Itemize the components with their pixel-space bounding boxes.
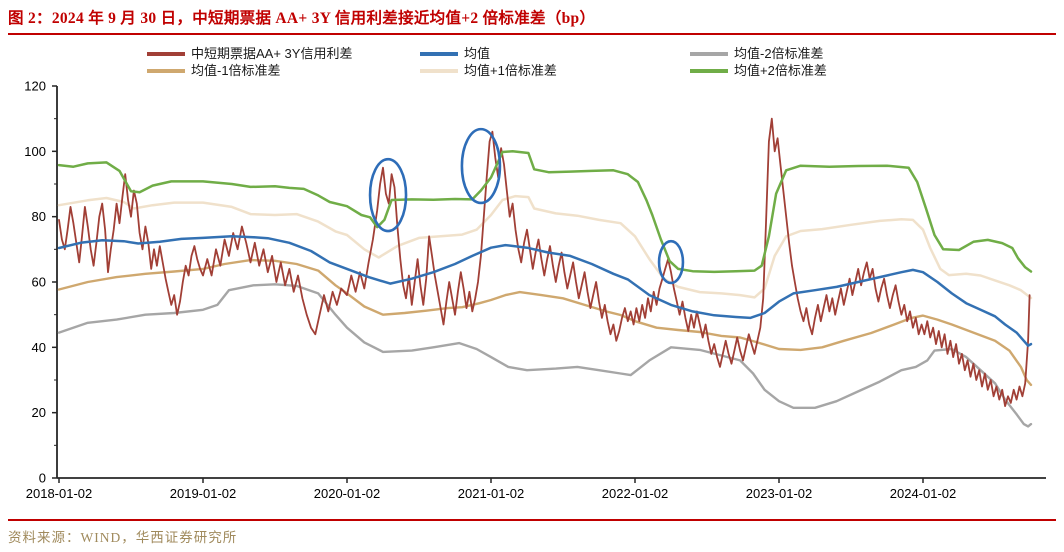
legend-item-mean: 均值 bbox=[420, 45, 690, 62]
legend-swatch-minus1sd bbox=[147, 68, 185, 73]
x-axis-label: 2023-01-02 bbox=[746, 486, 813, 501]
y-axis-label: 0 bbox=[39, 471, 46, 486]
legend-label-plus1sd: 均值+1倍标准差 bbox=[464, 63, 557, 78]
y-axis-label: 100 bbox=[24, 144, 46, 159]
legend-item-minus2sd: 均值-2倍标准差 bbox=[690, 45, 827, 62]
series-mean bbox=[57, 235, 1033, 347]
legend-swatch-plus1sd bbox=[420, 68, 458, 73]
x-axis-label: 2018-01-02 bbox=[26, 486, 93, 501]
y-axis-label: 120 bbox=[24, 79, 46, 94]
legend-swatch-spread bbox=[147, 51, 185, 56]
footer-divider-line bbox=[8, 519, 1056, 521]
legend-swatch-plus2sd bbox=[690, 68, 728, 73]
series-minus1sd bbox=[57, 258, 1033, 387]
chart-legend: 中短期票据AA+ 3Y信用利差 均值 均值-2倍标准差 均值-1倍标准差 均值+… bbox=[147, 45, 827, 79]
data-source-note: 资料来源：WIND，华西证券研究所 bbox=[8, 530, 238, 545]
series-plus2sd bbox=[57, 150, 1033, 274]
x-axis-label: 2022-01-02 bbox=[602, 486, 669, 501]
legend-label-spread: 中短期票据AA+ 3Y信用利差 bbox=[191, 46, 353, 61]
x-axis-label: 2024-01-02 bbox=[890, 486, 957, 501]
legend-label-minus2sd: 均值-2倍标准差 bbox=[734, 46, 824, 61]
y-axis-label: 60 bbox=[32, 275, 46, 290]
legend-item-plus2sd: 均值+2倍标准差 bbox=[690, 62, 827, 79]
legend-item-plus1sd: 均值+1倍标准差 bbox=[420, 62, 690, 79]
legend-label-minus1sd: 均值-1倍标准差 bbox=[191, 63, 281, 78]
x-axis-label: 2020-01-02 bbox=[314, 486, 381, 501]
figure-title: 图 2：2024 年 9 月 30 日，中短期票据 AA+ 3Y 信用利差接近均… bbox=[8, 10, 596, 27]
legend-item-minus1sd: 均值-1倍标准差 bbox=[147, 62, 420, 79]
y-axis-label: 80 bbox=[32, 209, 46, 224]
legend-label-plus2sd: 均值+2倍标准差 bbox=[734, 63, 827, 78]
series-plus1sd bbox=[57, 194, 1033, 300]
legend-swatch-minus2sd bbox=[690, 51, 728, 56]
x-axis-label: 2021-01-02 bbox=[458, 486, 525, 501]
annotation-ellipse bbox=[460, 127, 502, 205]
y-axis-label: 40 bbox=[32, 340, 46, 355]
legend-swatch-mean bbox=[420, 51, 458, 56]
series-minus2sd bbox=[57, 283, 1033, 428]
title-divider-line bbox=[8, 33, 1056, 35]
series-spread bbox=[58, 117, 1031, 407]
x-axis-label: 2019-01-02 bbox=[170, 486, 237, 501]
annotation-ellipse bbox=[368, 157, 408, 233]
legend-label-mean: 均值 bbox=[464, 46, 491, 61]
legend-item-spread: 中短期票据AA+ 3Y信用利差 bbox=[147, 45, 420, 62]
annotation-ellipse bbox=[657, 239, 685, 285]
y-axis-label: 20 bbox=[32, 405, 46, 420]
